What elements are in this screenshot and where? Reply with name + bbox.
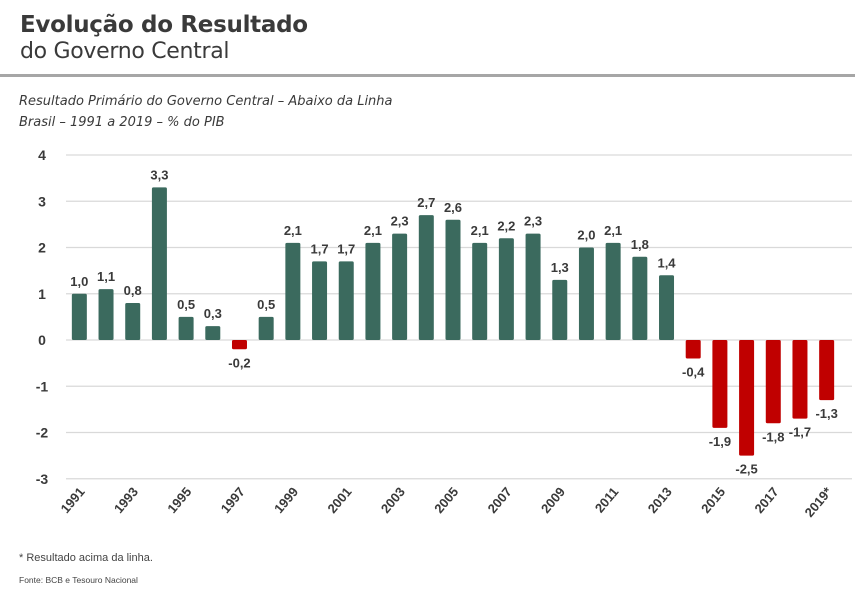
data-label: -2,5 bbox=[735, 462, 757, 477]
data-label: 2,3 bbox=[524, 214, 542, 229]
y-tick-label: -1 bbox=[36, 378, 49, 394]
bar bbox=[71, 293, 87, 340]
chart-subtitle: Brasil – 1991 a 2019 – % do PIB bbox=[19, 115, 225, 130]
bars bbox=[71, 187, 835, 456]
bar bbox=[338, 261, 354, 340]
bar bbox=[632, 256, 648, 340]
bar bbox=[98, 289, 114, 340]
data-label: 1,0 bbox=[70, 274, 88, 289]
data-label: 1,7 bbox=[311, 241, 329, 256]
data-label: -0,2 bbox=[228, 355, 250, 370]
bar bbox=[605, 242, 621, 340]
bar bbox=[445, 219, 461, 340]
page-subtitle: do Governo Central bbox=[20, 39, 230, 64]
data-labels: 1,0 1,1 0,8 3,3 0,5 0,3 -0,2 0,5 2,1 1,7 1,7 2,1 2,3… bbox=[70, 167, 838, 476]
bar bbox=[712, 340, 728, 428]
data-label: 1,1 bbox=[97, 269, 115, 284]
x-tick-label: 1995 bbox=[164, 484, 194, 516]
data-label: 2,0 bbox=[577, 228, 595, 243]
data-label: -1,8 bbox=[762, 429, 784, 444]
bar bbox=[365, 242, 381, 340]
bar bbox=[178, 316, 194, 340]
x-tick-label: 2019* bbox=[802, 484, 836, 520]
data-label: 2,1 bbox=[364, 223, 382, 238]
x-tick-label: 2003 bbox=[378, 484, 408, 516]
data-label: 2,3 bbox=[391, 214, 409, 229]
bar bbox=[231, 340, 247, 350]
bar bbox=[125, 303, 141, 340]
y-tick-label: -3 bbox=[36, 471, 49, 487]
bar bbox=[552, 279, 568, 340]
data-label: 2,1 bbox=[284, 223, 302, 238]
bar bbox=[739, 340, 755, 456]
data-label: 1,3 bbox=[551, 260, 569, 275]
data-label: -0,4 bbox=[682, 365, 705, 380]
bar bbox=[392, 233, 408, 340]
data-label: 0,8 bbox=[124, 283, 142, 298]
header-divider bbox=[0, 74, 855, 77]
bar bbox=[685, 340, 701, 359]
y-tick-label: 2 bbox=[38, 240, 46, 256]
page-title: Evolução do Resultado bbox=[20, 12, 308, 38]
bar bbox=[525, 233, 541, 340]
bar bbox=[418, 215, 434, 340]
x-tick-label: 2009 bbox=[538, 484, 568, 516]
data-label: -1,9 bbox=[709, 434, 731, 449]
data-label: 2,1 bbox=[604, 223, 622, 238]
chart-title: Resultado Primário do Governo Central – … bbox=[19, 94, 393, 109]
x-tick-label: 1997 bbox=[218, 484, 248, 516]
x-tick-label: 2015 bbox=[698, 484, 728, 516]
x-tick-label: 2017 bbox=[751, 484, 781, 516]
y-tick-label: -2 bbox=[36, 425, 49, 441]
x-tick-label: 2013 bbox=[645, 484, 675, 516]
bar bbox=[285, 242, 301, 340]
bar bbox=[258, 316, 274, 340]
bar bbox=[151, 187, 167, 340]
data-label: 1,4 bbox=[657, 255, 676, 270]
bar bbox=[205, 326, 221, 340]
bar bbox=[765, 340, 781, 424]
data-label: 1,7 bbox=[337, 241, 355, 256]
y-axis-ticks: 4 3 2 1 0 -1 -2 -3 bbox=[36, 147, 49, 487]
x-tick-label: 2007 bbox=[485, 484, 515, 516]
data-label: 0,3 bbox=[204, 306, 222, 321]
bar bbox=[312, 261, 328, 340]
data-label: -1,3 bbox=[815, 406, 837, 421]
bar bbox=[472, 242, 488, 340]
data-label: 0,5 bbox=[257, 297, 275, 312]
x-tick-label: 2011 bbox=[592, 484, 622, 515]
y-tick-label: 1 bbox=[38, 286, 46, 302]
data-label: 2,2 bbox=[497, 218, 515, 233]
footnote: * Resultado acima da linha. bbox=[19, 552, 153, 564]
x-tick-label: 1999 bbox=[271, 484, 301, 516]
x-axis-ticks: 1991 1993 1995 1997 1999 2001 2003 2005 2007 2009… bbox=[58, 484, 836, 520]
y-tick-label: 0 bbox=[38, 332, 46, 348]
data-label: 2,6 bbox=[444, 200, 462, 215]
x-tick-label: 1993 bbox=[111, 484, 141, 516]
bar-chart: 4 3 2 1 0 -1 -2 -3 1,0 1,1 0,8 3,3 0,5 0,3 -0,2 0,5 2,1… bbox=[36, 147, 852, 520]
y-tick-label: 3 bbox=[38, 193, 46, 209]
data-label: 0,5 bbox=[177, 297, 195, 312]
bar bbox=[819, 340, 835, 401]
x-tick-label: 2001 bbox=[324, 484, 354, 516]
y-tick-label: 4 bbox=[38, 147, 46, 163]
data-label: 3,3 bbox=[150, 167, 168, 182]
x-tick-label: 1991 bbox=[58, 484, 88, 516]
bar bbox=[659, 275, 675, 340]
bar bbox=[498, 238, 514, 340]
bar bbox=[578, 247, 594, 340]
data-label: 1,8 bbox=[631, 237, 649, 252]
data-label: -1,7 bbox=[789, 425, 811, 440]
data-label: 2,7 bbox=[417, 195, 435, 210]
x-tick-label: 2005 bbox=[431, 484, 461, 516]
data-label: 2,1 bbox=[471, 223, 489, 238]
source-note: Fonte: BCB e Tesouro Nacional bbox=[19, 575, 138, 585]
bar bbox=[792, 340, 808, 419]
